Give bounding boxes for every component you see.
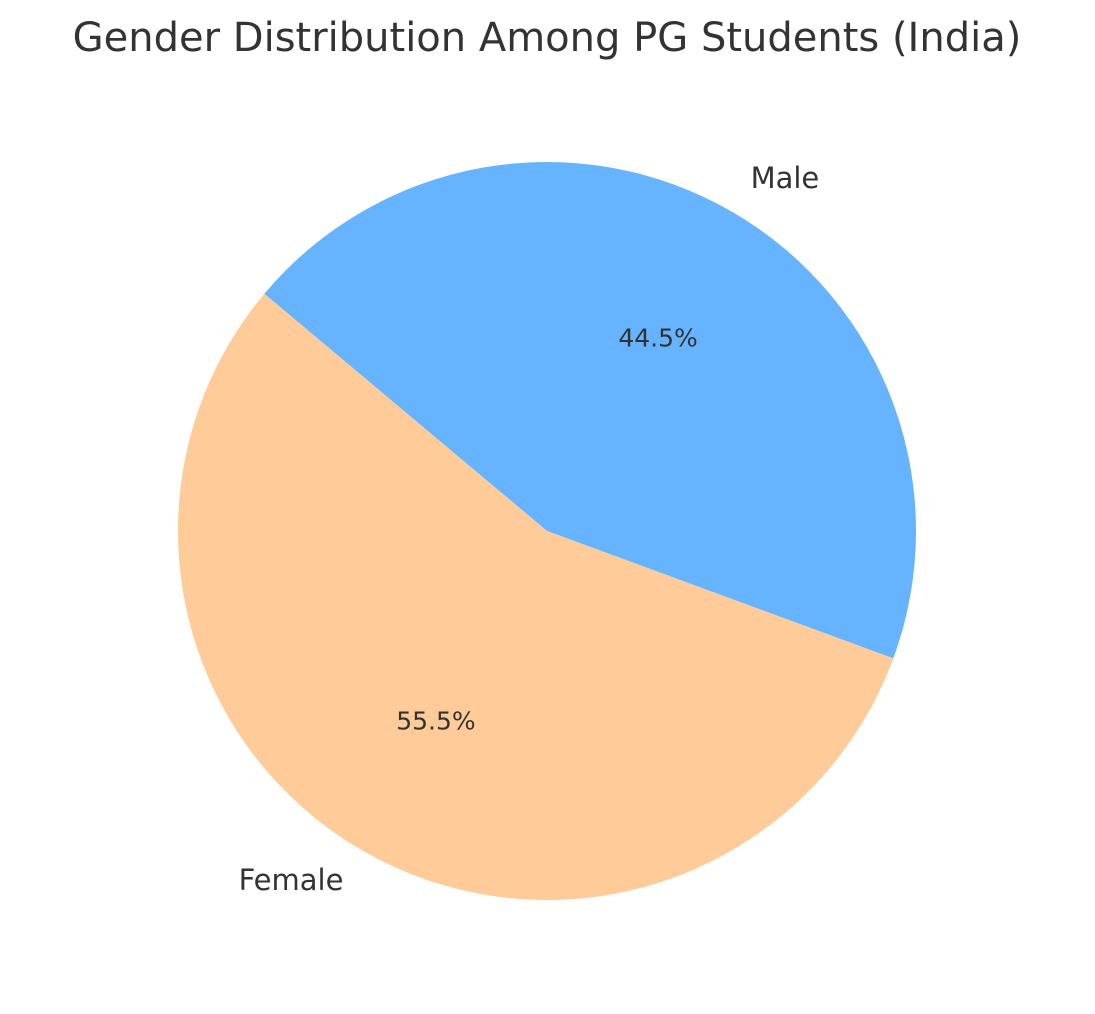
- slice-label: Female: [239, 863, 344, 897]
- pie-slice: [178, 293, 894, 900]
- pie-slice: [264, 161, 917, 659]
- pct-label: 44.5%: [618, 323, 697, 352]
- pct-label: 55.5%: [396, 707, 475, 736]
- slice-label: Male: [751, 161, 820, 195]
- chart-title: Gender Distribution Among PG Students (I…: [73, 15, 1022, 61]
